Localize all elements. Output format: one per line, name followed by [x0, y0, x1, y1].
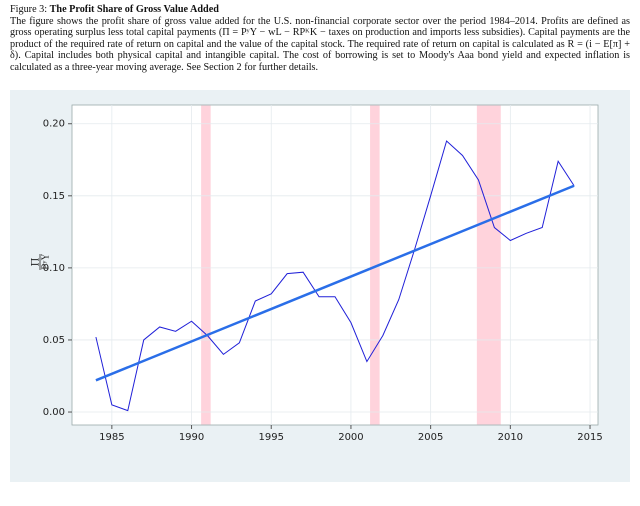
caption-text: The figure shows the profit share of gro… — [10, 15, 630, 73]
x-tick-label: 2005 — [418, 432, 443, 443]
figure-title: The Profit Share of Gross Value Added — [49, 4, 219, 15]
recession-band — [201, 105, 211, 425]
plot-area — [71, 104, 599, 426]
y-tick-label: 0.00 — [43, 407, 65, 418]
figure-label: Figure 3: — [10, 4, 48, 15]
x-tick-label: 2000 — [338, 432, 363, 443]
y-label-denominator: PʸY — [42, 253, 52, 270]
x-tick-label: 1995 — [259, 432, 284, 443]
y-tick-label: 0.10 — [43, 263, 65, 274]
y-label-numerator: Π — [31, 257, 42, 266]
recession-band — [476, 105, 501, 425]
series-line — [95, 140, 575, 412]
recession-band — [370, 105, 380, 425]
y-tick-label: 0.15 — [43, 191, 65, 202]
y-tick-label: 0.20 — [43, 119, 65, 130]
x-tick-label: 1985 — [99, 432, 124, 443]
x-tick-label: 2015 — [577, 432, 602, 443]
caption: Figure 3: The Profit Share of Gross Valu… — [10, 4, 630, 74]
y-tick-label: 0.05 — [43, 335, 65, 346]
x-tick-label: 2010 — [498, 432, 523, 443]
x-tick-label: 1990 — [179, 432, 204, 443]
series-line — [95, 184, 575, 382]
